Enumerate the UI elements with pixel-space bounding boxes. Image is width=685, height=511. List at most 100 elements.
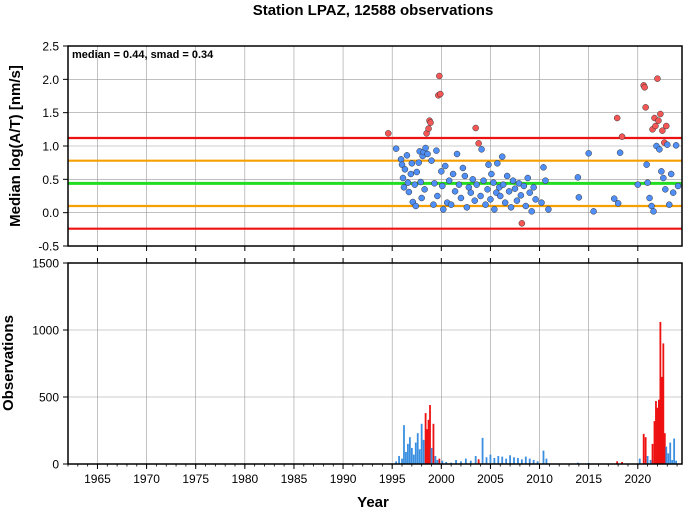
- data-point: [614, 200, 622, 207]
- data-point: [467, 189, 475, 196]
- data-point: [610, 195, 618, 202]
- observation-bar: [638, 458, 641, 464]
- outlier-point: [654, 75, 661, 82]
- x-tick-label: 2010: [526, 472, 553, 486]
- data-point: [451, 188, 459, 195]
- x-tick-label: 1970: [133, 472, 160, 486]
- top-grid: [68, 45, 682, 247]
- outlier-point: [641, 84, 648, 91]
- top-y-axis-label: Median log(A/T) [nm/s]: [7, 65, 24, 227]
- observation-bar: [655, 401, 657, 464]
- outlier-point: [475, 140, 482, 147]
- observation-bar: [642, 433, 645, 464]
- data-point: [515, 180, 523, 187]
- data-point: [434, 192, 441, 200]
- observation-bar: [659, 321, 662, 464]
- observation-bar: [658, 399, 660, 464]
- x-tick-label: 2020: [624, 472, 651, 486]
- data-point: [397, 156, 405, 163]
- observation-bar: [662, 343, 665, 464]
- data-point: [526, 189, 533, 196]
- data-point: [459, 164, 467, 172]
- reference-lines: [68, 136, 682, 230]
- data-point: [439, 182, 446, 190]
- outlier-point: [385, 130, 392, 137]
- data-point: [399, 174, 407, 182]
- data-point: [392, 145, 400, 152]
- observation-bar: [434, 455, 437, 464]
- data-point: [417, 178, 424, 186]
- data-point: [482, 201, 489, 208]
- outlier-point: [655, 117, 662, 124]
- bottom-y-axis-label: Observations: [0, 315, 17, 411]
- data-point: [407, 170, 415, 178]
- observation-bar: [646, 455, 649, 464]
- outlier-point: [427, 119, 434, 126]
- observation-bar: [532, 459, 535, 464]
- data-point: [538, 199, 545, 206]
- observation-bar: [644, 437, 647, 464]
- observation-bar: [660, 376, 663, 464]
- observation-bar: [545, 458, 548, 464]
- data-point: [520, 182, 528, 190]
- observation-bar: [536, 461, 539, 464]
- observation-bar: [432, 423, 435, 464]
- data-point: [480, 177, 487, 184]
- data-point: [511, 185, 519, 192]
- x-tick-label: 2015: [575, 472, 602, 486]
- observation-bar: [520, 459, 523, 464]
- observation-bar: [673, 438, 676, 464]
- observation-bar: [474, 455, 477, 464]
- y-tick-label: 500: [39, 391, 59, 405]
- observation-bar: [416, 433, 419, 464]
- observation-bar: [426, 429, 428, 464]
- x-tick-label: 1990: [330, 472, 357, 486]
- data-point: [540, 164, 547, 171]
- y-tick-label: -0.5: [38, 240, 59, 254]
- data-point: [664, 141, 671, 148]
- outlier-point: [613, 114, 621, 122]
- y-tick-label: 0: [52, 458, 59, 472]
- data-point: [669, 189, 677, 196]
- data-point: [542, 177, 549, 184]
- observation-bar: [505, 458, 508, 464]
- outlier-point: [657, 110, 664, 118]
- data-point: [398, 161, 406, 168]
- observation-bar: [445, 461, 448, 464]
- data-point: [672, 142, 680, 149]
- observation-bar: [460, 461, 462, 464]
- observation-bar: [429, 405, 431, 464]
- bottom-panel: 0 500 1000 1500 Observations: [0, 257, 683, 472]
- data-point: [643, 161, 650, 168]
- data-point: [447, 201, 455, 208]
- observation-bar: [395, 461, 398, 464]
- data-point: [524, 174, 532, 182]
- outlier-point: [437, 90, 444, 98]
- data-point: [660, 174, 667, 182]
- data-point: [433, 147, 440, 154]
- data-point: [418, 194, 425, 202]
- data-point: [674, 182, 682, 190]
- observation-bar: [422, 439, 425, 464]
- data-point: [404, 179, 412, 186]
- data-point: [487, 196, 494, 203]
- observation-bar: [414, 442, 417, 464]
- data-point: [507, 204, 515, 211]
- data-point: [491, 206, 498, 213]
- data-point: [473, 181, 480, 188]
- observation-bar: [436, 459, 439, 464]
- outlier-point: [652, 122, 659, 130]
- observation-bar: [401, 458, 403, 464]
- data-point: [441, 162, 449, 170]
- y-tick-label: 1000: [32, 324, 59, 338]
- observation-bar: [665, 446, 668, 464]
- observation-bar: [464, 458, 467, 464]
- outlier-point: [472, 124, 479, 132]
- data-point: [485, 161, 492, 168]
- data-point: [528, 208, 535, 215]
- data-point: [457, 194, 465, 202]
- y-tick-label: 1.5: [42, 106, 59, 120]
- data-point: [517, 192, 525, 199]
- data-point: [428, 157, 435, 164]
